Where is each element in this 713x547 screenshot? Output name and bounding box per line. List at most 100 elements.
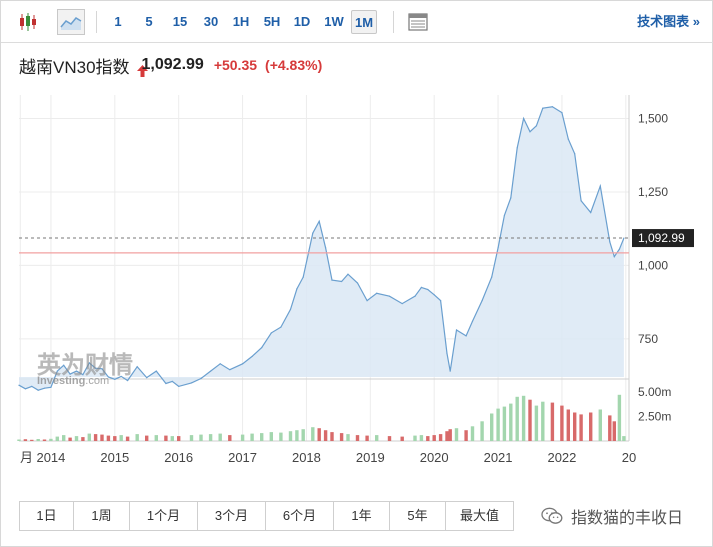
volume-bar [432,435,436,441]
price-point [623,237,625,239]
current-price-badge [632,229,694,248]
x-tick-label: 2019 [356,450,385,465]
price-point [609,241,611,243]
period-1y[interactable]: 1年 [334,502,390,530]
x-tick-label: 2021 [484,450,513,465]
volume-bar [189,435,194,441]
x-tick-label: 2022 [547,450,576,465]
x-tick-label: 2016 [164,450,193,465]
volume-bar [541,401,545,441]
volume-bar [521,395,526,441]
volume-bar [170,436,174,441]
price-point [171,380,173,383]
volume-bar [218,433,222,441]
price-point [101,368,103,370]
price-point [37,389,39,391]
volume-bar [36,439,40,441]
volume-bar [617,394,622,441]
volume-bar [260,433,264,441]
price-point [388,295,391,297]
timeframe-15[interactable]: 15 [172,14,188,29]
price-point [523,117,525,120]
volume-bar [288,431,293,441]
price-point [471,320,474,322]
volume-bar [560,405,564,441]
volume-bar [177,436,181,441]
brand-text: 指数猫的丰收日 [571,510,684,527]
timeframe-30[interactable]: 30 [203,14,219,29]
toolbar-divider [96,11,97,33]
price-point [302,276,304,278]
price-point [136,366,138,368]
volume-bar [81,437,85,441]
price-point [427,288,429,291]
period-1d[interactable]: 1日 [20,502,74,530]
period-max[interactable]: 最大值 [446,502,513,530]
price-point [146,376,148,379]
price-point [455,329,458,331]
candlestick-icon[interactable] [15,9,41,35]
volume-bar [100,434,104,441]
x-tick-label: 2018 [292,450,321,465]
volume-bar [454,428,459,441]
volume-bar [413,435,417,441]
price-point [178,385,180,387]
period-1m[interactable]: 1个月 [130,502,198,530]
volume-bar [515,396,519,442]
price-point [95,367,97,369]
timeframe-1w[interactable]: 1W [324,14,344,29]
volume-bar [93,434,98,441]
price-point [69,373,71,375]
period-6m[interactable]: 6个月 [266,502,334,530]
period-3m[interactable]: 3个月 [198,502,266,530]
period-5y[interactable]: 5年 [390,502,446,530]
timeframe-1d[interactable]: 1D [293,14,311,29]
volume-bar [400,436,404,441]
volume-bar [480,421,484,441]
volume-bar [199,434,203,441]
table-view-icon[interactable] [405,9,431,35]
watermark: 英为财情 Investing.com [37,352,133,387]
timeframe-1[interactable]: 1 [114,14,122,29]
volume-bar [448,429,452,441]
volume-bar [598,409,602,441]
price-point [280,326,282,328]
volume-bar [317,428,321,441]
area-chart-icon[interactable] [57,9,85,35]
volume-bar [566,409,570,441]
volume-bar [622,436,626,441]
timeframe-1m[interactable]: 1M [351,10,377,34]
volume-bar [387,436,392,441]
price-point [270,332,272,334]
price-point [439,300,442,302]
price-point [190,382,193,384]
price-point [200,377,202,380]
timeframe-5h[interactable]: 5H [263,14,281,29]
price-point [433,294,435,296]
price-point [331,279,333,281]
volume-bar [125,436,130,441]
price-point [75,370,78,372]
price-point [481,300,483,302]
price-point [551,106,553,108]
period-1w[interactable]: 1周 [74,502,130,530]
volume-bar [30,439,34,441]
timeframe-1h[interactable]: 1H [232,14,250,29]
timeframe-5[interactable]: 5 [145,14,153,29]
price-change-percent: (+4.83%) [265,57,323,73]
volume-tick-label: 5.00m [638,385,671,399]
price-point [366,300,368,302]
volume-bar [240,434,245,441]
technical-chart-link[interactable]: 技术图表 » [637,14,700,29]
price-point [107,376,110,378]
volume-bar [323,430,328,441]
volume-bar [579,414,583,441]
price-point [561,112,563,114]
price-point [567,138,569,140]
price-point [542,107,544,109]
volume-bar [612,421,616,441]
volume-bars [17,394,626,442]
x-tick-label: 2017 [228,450,257,465]
price-point [318,220,320,222]
